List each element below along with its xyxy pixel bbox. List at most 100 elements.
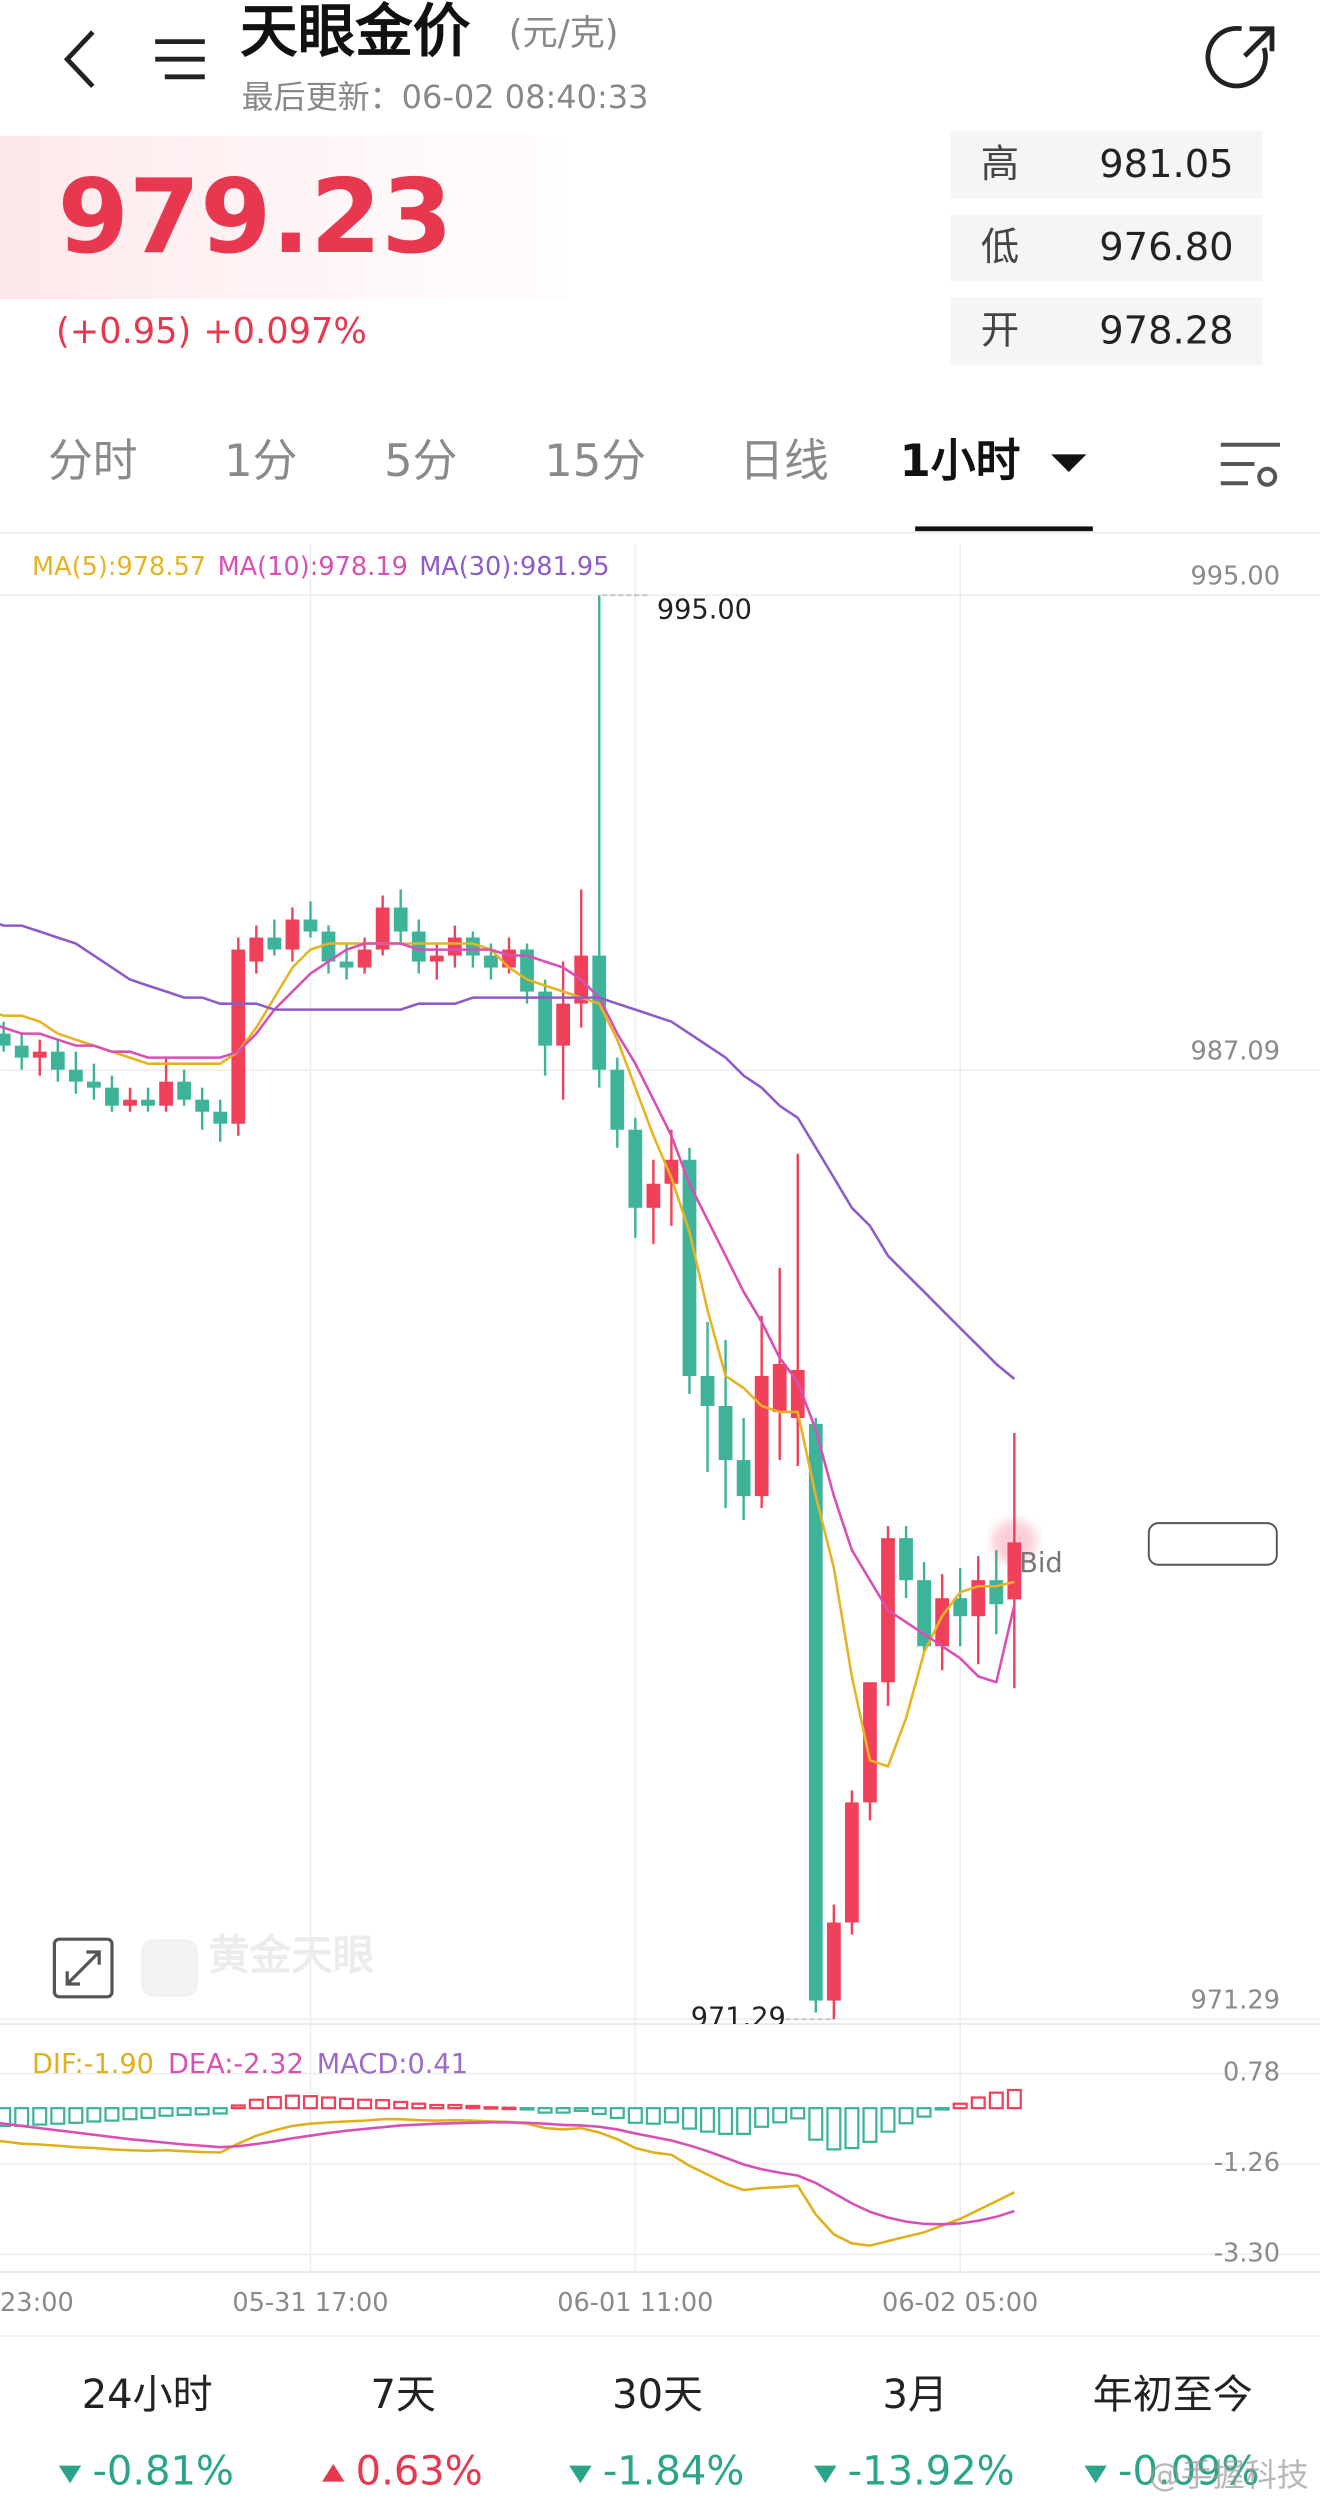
candle-body	[285, 919, 300, 950]
macd-bar	[375, 2099, 391, 2110]
period-label[interactable]: 年初至今	[1093, 2372, 1253, 2418]
candle-body	[556, 1003, 571, 1046]
macd-bar	[573, 2107, 589, 2112]
candle-body	[484, 955, 498, 968]
menu-button[interactable]	[155, 39, 205, 80]
macd-bar	[1006, 2088, 1022, 2110]
period-label[interactable]: 30天	[612, 2372, 703, 2418]
macd-bar	[718, 2107, 734, 2135]
expand-button[interactable]	[52, 1937, 114, 1999]
chart-settings-button[interactable]	[1220, 442, 1280, 487]
down-arrow	[814, 2465, 837, 2484]
period-change[interactable]: -13.92%	[848, 2449, 1015, 2495]
candle-body	[502, 949, 516, 968]
macd-bar	[357, 2098, 373, 2110]
candle-body	[375, 907, 390, 950]
up-arrow	[322, 2464, 345, 2482]
macd-bar	[952, 2102, 968, 2110]
macd-bar	[104, 2107, 120, 2122]
candle-body	[826, 1922, 841, 2001]
x-tick-label: 23:00	[0, 2288, 74, 2318]
period-label[interactable]: 24小时	[82, 2372, 213, 2418]
candle-body	[628, 1129, 643, 1208]
legend-entry: MA(10):978.19	[218, 552, 408, 582]
candle-body	[14, 1045, 29, 1058]
down-arrow	[569, 2465, 592, 2484]
y-tick-label: 995.00	[1190, 562, 1280, 592]
back-button[interactable]	[63, 30, 95, 89]
macd-bar	[790, 2107, 806, 2120]
stat-box	[950, 297, 1263, 365]
tab[interactable]: 15分	[544, 434, 646, 487]
candle-body	[411, 931, 426, 962]
candle-body	[195, 1099, 210, 1112]
tab[interactable]: 5分	[384, 434, 457, 487]
macd-bar	[483, 2106, 499, 2110]
candle-body	[899, 1538, 913, 1581]
stat-value: 981.05	[1099, 142, 1233, 187]
tab[interactable]: 日线	[739, 434, 829, 487]
current-price-glow	[991, 1519, 1037, 1565]
period-label[interactable]: 3月	[882, 2372, 947, 2418]
legend-entry: DEA:-2.32	[168, 2049, 304, 2080]
watermark-logo	[140, 1939, 199, 1997]
period-label[interactable]: 7天	[370, 2372, 435, 2418]
plot-area: 995.00 971.29 黄金天眼 Bid	[0, 594, 1320, 2024]
period-change[interactable]: -0.81%	[92, 2449, 234, 2495]
macd-bar	[302, 2095, 318, 2110]
candle-body	[159, 1081, 173, 1106]
current-price-tag	[1147, 1522, 1278, 1566]
macd-bar	[68, 2107, 84, 2124]
candle-body	[845, 1802, 859, 1923]
bid-label: Bid	[1019, 1548, 1062, 1579]
macd-bar	[14, 2107, 30, 2128]
candle-body	[303, 919, 318, 932]
candle-body	[32, 1051, 47, 1058]
macd-bar	[916, 2107, 932, 2118]
candle-body	[664, 1159, 679, 1184]
macd-bar	[176, 2107, 192, 2116]
macd-bar	[609, 2107, 625, 2120]
tab[interactable]: 1分	[224, 434, 297, 487]
candle-body	[141, 1099, 155, 1106]
candle-body	[429, 955, 444, 962]
macd-bar	[519, 2107, 535, 2111]
y-tick-label: -3.30	[1214, 2238, 1280, 2268]
macd-bar	[898, 2107, 914, 2125]
period-change[interactable]: 0.63%	[356, 2449, 483, 2495]
candle-body	[123, 1099, 137, 1106]
y-tick-label: 971.29	[1190, 1986, 1280, 2016]
x-tick-label: 06-01 11:00	[557, 2288, 713, 2318]
price: 979.23	[58, 158, 453, 277]
macd-bar	[32, 2107, 48, 2126]
candle-body	[321, 931, 336, 962]
tab[interactable]: 1小时	[900, 434, 1021, 487]
macd-bar	[393, 2100, 409, 2110]
macd-bar	[320, 2096, 337, 2110]
stat-label: 低	[981, 225, 1019, 270]
updated-time: 最后更新：06-02 08:40:33	[242, 78, 649, 116]
stat-value: 976.80	[1099, 225, 1233, 270]
dea-line	[0, 2121, 1015, 2226]
macd-bar	[826, 2107, 842, 2151]
period-change[interactable]: -1.84%	[603, 2449, 745, 2495]
candle-body	[646, 1183, 661, 1208]
tab-dropdown-arrow	[1051, 454, 1087, 472]
macd-bar	[988, 2091, 1004, 2110]
share-button[interactable]	[1205, 25, 1275, 89]
macd-bar	[86, 2107, 102, 2123]
macd-bar	[591, 2107, 607, 2116]
macd-bar	[808, 2107, 824, 2141]
candle-body	[754, 1375, 769, 1497]
period-change[interactable]: -0.09%	[1118, 2449, 1260, 2495]
tab[interactable]: 分时	[48, 434, 138, 487]
macd-bar	[772, 2107, 788, 2124]
y-tick-label: 987.09	[1190, 1037, 1280, 1067]
candle-body	[213, 1111, 228, 1124]
macd-bar	[754, 2107, 770, 2128]
macd-bar	[212, 2107, 228, 2115]
macd-bar	[266, 2095, 282, 2110]
ma-line	[0, 923, 1016, 1381]
candle-body	[989, 1580, 1004, 1605]
stat-box	[950, 214, 1263, 282]
